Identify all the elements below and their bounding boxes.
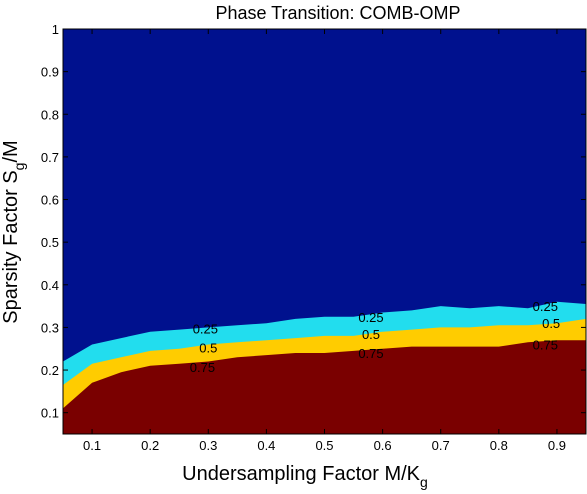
contour-label: 0.75: [533, 337, 558, 352]
contour-label: 0.75: [358, 346, 383, 361]
x-tick-label: 0.4: [257, 438, 275, 453]
y-tick-label: 0.4: [41, 278, 59, 293]
contour-label: 0.25: [193, 321, 218, 336]
y-tick-label: 1: [52, 22, 59, 37]
x-tick-label: 0.9: [548, 438, 566, 453]
x-tick-label: 0.8: [490, 438, 508, 453]
plot-area: 0.25 0.5 0.75 0.25 0.5 0.75 0.25 0.5 0.75: [62, 28, 587, 435]
x-tick-label: 0.6: [374, 438, 392, 453]
contour-label: 0.5: [199, 340, 217, 355]
y-axis-label-subscript: g: [11, 163, 27, 171]
x-tick-label: 0.1: [83, 438, 101, 453]
y-axis-label-tail: /M: [0, 140, 22, 162]
y-tick-label: 0.9: [41, 65, 59, 80]
chart-title: Phase Transition: COMB-OMP: [215, 3, 460, 23]
x-axis-label: Undersampling Factor M/Kg: [182, 463, 428, 490]
y-tick-label: 0.5: [41, 235, 59, 250]
contour-label: 0.5: [362, 327, 380, 342]
x-tick-label: 0.3: [199, 438, 217, 453]
x-axis-label-subscript: g: [420, 474, 428, 490]
x-tick-label: 0.2: [141, 438, 159, 453]
contour-region-0-75: [63, 340, 586, 434]
y-tick-label: 0.1: [41, 406, 59, 421]
y-axis-label: Sparsity Factor Sg/M: [0, 140, 27, 323]
contour-label: 0.75: [190, 360, 215, 375]
contour-label: 0.25: [533, 299, 558, 314]
x-tick-label: 0.5: [315, 438, 333, 453]
y-axis-label-main: Sparsity Factor S: [0, 170, 22, 323]
x-axis-label-main: Undersampling Factor M/K: [182, 463, 421, 485]
y-tick-label: 0.2: [41, 363, 59, 378]
contour-label: 0.25: [358, 310, 383, 325]
contour-label: 0.5: [542, 316, 560, 331]
y-tick-label: 0.8: [41, 107, 59, 122]
y-tick-label: 0.3: [41, 320, 59, 335]
y-tick-label: 0.7: [41, 150, 59, 165]
y-tick-label: 0.6: [41, 193, 59, 208]
x-tick-label: 0.7: [432, 438, 450, 453]
